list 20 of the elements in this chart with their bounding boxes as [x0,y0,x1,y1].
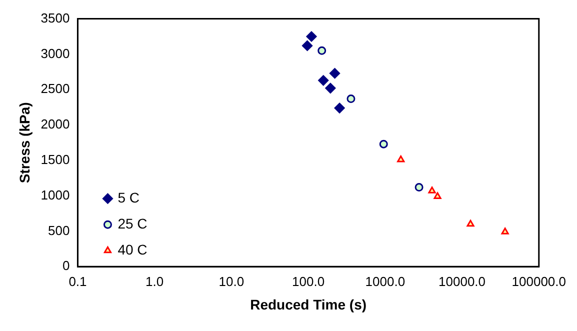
y-tick-label: 3500 [40,10,70,26]
y-tick-label: 1500 [40,152,70,167]
legend-label: 5 C [118,189,140,206]
y-tick-label: 0 [62,258,70,274]
x-tick-label: 0.1 [68,274,87,289]
x-axis-title: Reduced Time (s) [250,296,367,312]
y-tick-label: 2500 [40,81,70,96]
y-tick-label: 3000 [40,46,70,61]
x-tick-label: 10000.0 [438,274,486,289]
x-tick-label: 1000.0 [365,274,406,289]
y-tick-label: 2000 [40,116,70,132]
y-tick-label: 500 [48,222,70,238]
y-axis-title: Stress (kPa) [16,102,32,184]
legend-label: 40 C [118,241,148,258]
x-tick-label: 10.0 [218,274,244,289]
legend-label: 25 C [118,215,148,232]
x-tick-label: 100.0 [292,274,325,289]
x-tick-label: 100000.0 [512,274,566,289]
x-tick-label: 1.0 [146,274,164,289]
y-tick-label: 1000 [40,187,70,202]
